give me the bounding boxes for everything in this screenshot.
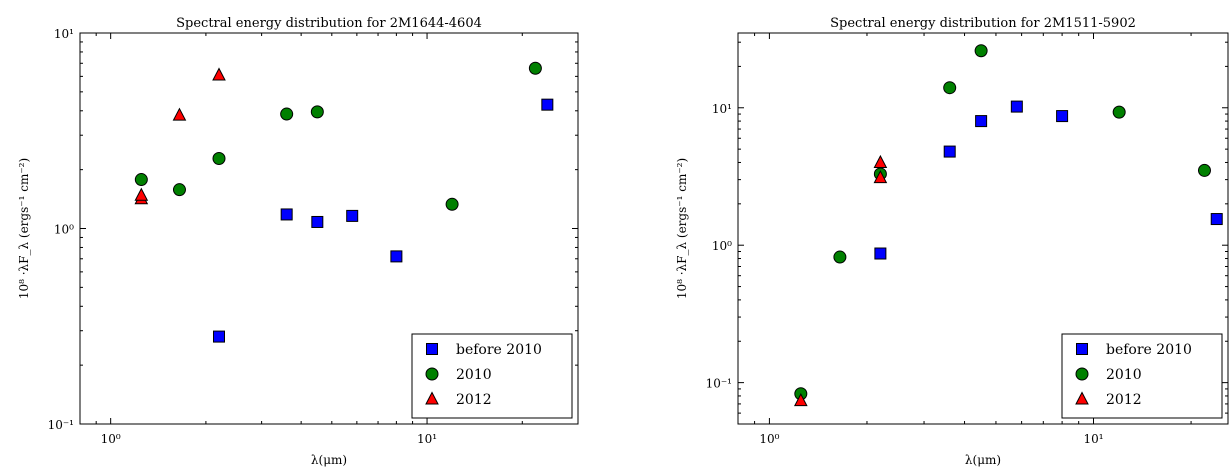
legend-entry: before 2010 <box>1106 342 1192 358</box>
y-axis-label: 10⁸ ·λF_λ (ergs⁻¹ cm⁻²) <box>17 158 31 299</box>
data-point-square <box>943 145 956 158</box>
series-triangle <box>134 67 226 205</box>
data-point-square <box>541 98 554 111</box>
y-tick-label: 10¹ <box>54 27 74 41</box>
y-axis-label: 10⁸ ·λF_λ (ergs⁻¹ cm⁻²) <box>675 158 689 299</box>
data-point-triangle <box>873 170 888 184</box>
data-point-circle <box>280 107 294 121</box>
x-axis-label: λ(μm) <box>311 453 347 467</box>
legend: before 2010 2010 2012 <box>411 333 573 419</box>
data-point-square <box>1056 110 1069 123</box>
x-axis-label: λ(μm) <box>965 453 1001 467</box>
legend-entry: 2012 <box>1106 392 1142 408</box>
legend-entry: 2010 <box>1106 367 1142 383</box>
data-point-circle <box>974 44 988 58</box>
x-tick-label: 10⁰ <box>101 432 121 446</box>
legend-entry: before 2010 <box>456 342 542 358</box>
data-point-circle <box>134 173 148 187</box>
series-circle <box>134 61 542 211</box>
legend-marker-square <box>426 343 438 355</box>
data-point-square <box>390 250 403 263</box>
sed-panel-right: 10⁰ 10¹ 10⁻¹ 10⁰ 10¹ Spectral energy distribu… <box>675 16 1229 467</box>
data-point-triangle <box>873 154 888 168</box>
x-tick-label: 10⁰ <box>759 432 779 446</box>
data-point-circle <box>943 81 957 95</box>
data-point-square <box>212 330 225 343</box>
legend-marker-triangle <box>425 391 439 405</box>
series-triangle <box>793 154 888 407</box>
x-tick-label: 10¹ <box>417 432 437 446</box>
data-point-triangle <box>793 393 808 407</box>
plot-frame <box>737 32 1229 425</box>
chart-title: Spectral energy distribution for 2M1511-… <box>830 16 1136 31</box>
data-point-square <box>1010 100 1023 113</box>
data-point-circle <box>445 197 459 211</box>
legend-box <box>411 333 573 419</box>
series-square <box>874 100 1223 260</box>
series-square <box>212 98 554 343</box>
y-tick-label: 10⁻¹ <box>706 377 732 391</box>
data-point-square <box>280 208 293 221</box>
data-point-square <box>311 215 324 228</box>
y-tick-label: 10¹ <box>712 102 732 116</box>
data-point-circle <box>310 105 324 119</box>
legend: before 2010 2010 2012 <box>1061 333 1223 419</box>
data-point-square <box>874 247 887 260</box>
data-point-square <box>1210 213 1223 226</box>
legend-box <box>1061 333 1223 419</box>
data-point-triangle <box>172 107 187 121</box>
chart-title: Spectral energy distribution for 2M1644-… <box>176 16 482 31</box>
legend-marker-circle <box>425 367 439 381</box>
y-tick-label: 10⁰ <box>54 223 74 237</box>
legend-marker-circle <box>1075 367 1089 381</box>
x-tick-label: 10¹ <box>1083 432 1103 446</box>
data-point-circle <box>1112 105 1126 119</box>
legend-entry: 2012 <box>456 392 492 408</box>
y-tick-label: 10⁰ <box>712 239 732 253</box>
data-point-circle <box>172 183 186 197</box>
data-point-triangle <box>134 187 149 201</box>
legend-marker-triangle <box>1075 391 1089 405</box>
y-tick-label: 10⁻¹ <box>48 418 74 432</box>
data-point-circle <box>528 61 542 75</box>
data-point-square <box>975 115 988 128</box>
data-point-square <box>346 209 359 222</box>
data-point-circle <box>833 250 847 264</box>
legend-entry: 2010 <box>456 367 492 383</box>
data-point-circle <box>212 152 226 166</box>
legend-marker-square <box>1076 343 1088 355</box>
data-point-triangle <box>212 67 226 81</box>
data-point-circle <box>1197 163 1211 177</box>
sed-panel-left: 10⁰ 10¹ 10⁻¹ 10⁰ 10¹ Spectral energy distribu… <box>17 16 579 467</box>
